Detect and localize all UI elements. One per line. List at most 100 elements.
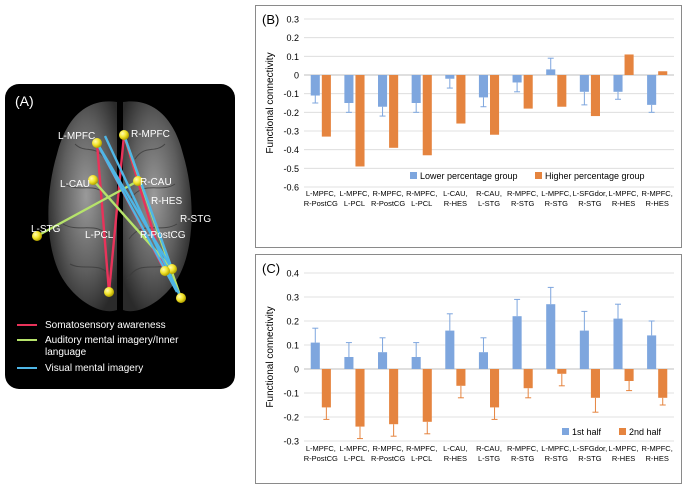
x-tick-label: R-STG	[545, 454, 568, 463]
bar-series2	[557, 75, 567, 107]
network-legend: Somatosensory awareness Auditory mental …	[17, 320, 179, 374]
bar-series2	[658, 369, 668, 398]
x-tick-label: L-MPFC,	[306, 189, 336, 198]
node-label-r-cau: R-CAU	[140, 177, 172, 188]
bar-series2	[590, 369, 600, 398]
node-l-cau	[88, 175, 98, 185]
x-tick-label: L-MPFC,	[541, 444, 571, 453]
legend-label: Lower percentage group	[420, 171, 518, 181]
x-tick-label: L-SFGdor,	[573, 444, 608, 453]
x-tick-label: L-PCL	[344, 454, 365, 463]
bar-series2	[389, 75, 399, 148]
x-tick-label: L-MPFC,	[609, 189, 639, 198]
x-tick-label: R-PostCG	[371, 199, 405, 208]
chart-b: (B) 0.3 0.2 0.1 0 -0.1 -0.2 -0.3 -0.4 -0.5 -0.6 Fun…	[255, 5, 682, 248]
bar-series2	[557, 369, 567, 374]
node-r-mpfc	[119, 130, 129, 140]
bar-series1	[344, 357, 354, 369]
x-tick-label: L-MPFC,	[339, 444, 369, 453]
x-tick-label: R-HES	[646, 454, 669, 463]
x-tick-label: L-MPFC,	[339, 189, 369, 198]
x-tick-label: L-STG	[478, 454, 500, 463]
edge-rmpfc-rhes	[122, 134, 174, 270]
y-tick-label: 0.1	[286, 341, 299, 351]
edge-rmpfc-lpcl	[107, 134, 126, 293]
bar-series1	[411, 357, 421, 369]
node-label-r-mpfc: R-MPFC	[131, 129, 170, 140]
legend-label: 1st half	[572, 427, 602, 437]
bar-series1	[613, 318, 623, 369]
panel-C-label: (C)	[262, 261, 280, 276]
bar-series1	[445, 75, 455, 79]
legend-label: 2nd half	[629, 427, 662, 437]
legend-label-auditory: Auditory mental imagery/Inner	[45, 335, 179, 346]
node-r-cau	[133, 176, 143, 186]
x-tick-label: L-MPFC,	[609, 444, 639, 453]
node-label-l-mpfc: L-MPFC	[58, 131, 95, 142]
bar-series2	[321, 369, 331, 408]
bar-series1	[546, 69, 556, 75]
y-tick-label: -0.3	[283, 127, 299, 137]
panel-B-label: (B)	[262, 12, 279, 27]
bar-series2	[389, 369, 399, 425]
y-tick-label: 0.3	[286, 15, 299, 25]
x-tick-label: R-HES	[444, 454, 467, 463]
chart-b-svg: (B) 0.3 0.2 0.1 0 -0.1 -0.2 -0.3 -0.4 -0.5 -0.6 Fun…	[262, 12, 674, 208]
y-axis-title: Functional connectivity	[265, 306, 276, 407]
bar-series2	[624, 369, 634, 381]
panel-a-label: (A)	[15, 93, 34, 109]
x-tick-label: R-CAU,	[476, 189, 502, 198]
x-tick-label: L-STG	[478, 199, 500, 208]
bar-series1	[378, 75, 388, 107]
bar-series1	[512, 75, 522, 83]
x-tick-label: R-STG	[578, 199, 601, 208]
x-tick-label: R-MPFC,	[507, 189, 538, 198]
y-tick-label: 0.3	[286, 293, 299, 303]
y-tick-label: 0.2	[286, 317, 299, 327]
bar-series1	[546, 304, 556, 369]
node-r-postcg	[160, 266, 170, 276]
edge-lmpfc-rhes	[95, 142, 174, 270]
x-tick-label: R-PostCG	[371, 454, 405, 463]
x-tick-label: R-HES	[646, 199, 669, 208]
x-tick-label: R-STG	[511, 454, 534, 463]
y-tick-label: 0.2	[286, 33, 299, 43]
brain-connectivity-panel: (A)	[5, 84, 235, 389]
brain-diagram: (A)	[15, 93, 211, 374]
x-tick-label: R-MPFC,	[372, 444, 403, 453]
legend-swatch	[619, 428, 626, 435]
bar-series2	[523, 369, 533, 389]
x-tick-label: R-MPFC,	[642, 189, 673, 198]
legend-label-auditory-line2: language	[45, 347, 87, 358]
x-tick-label: R-HES	[612, 199, 635, 208]
bar-series1	[344, 75, 354, 103]
bar-series2	[355, 75, 365, 167]
bar-series2	[456, 369, 466, 386]
y-tick-label: -0.2	[283, 413, 299, 423]
node-label-r-hes: R-HES	[151, 196, 182, 207]
node-label-l-stg: L-STG	[31, 224, 61, 235]
y-tick-label: -0.1	[283, 89, 299, 99]
x-tick-label: L-CAU,	[443, 189, 468, 198]
y-axis-title: Functional connectivity	[265, 52, 276, 153]
x-tick-label: R-HES	[612, 454, 635, 463]
bar-series1	[579, 330, 589, 369]
x-tick-label: L-PCL	[411, 454, 432, 463]
x-tick-label: R-MPFC,	[406, 189, 437, 198]
bar-series2	[523, 75, 533, 109]
x-tick-label: R-CAU,	[476, 444, 502, 453]
x-tick-label: L-CAU,	[443, 444, 468, 453]
bar-series1	[378, 352, 388, 369]
node-label-l-pcl: L-PCL	[85, 230, 114, 241]
x-tick-label: R-STG	[545, 199, 568, 208]
y-tick-label: -0.6	[283, 183, 299, 193]
legend-swatch	[410, 172, 417, 179]
x-tick-label: L-SFGdor,	[573, 189, 608, 198]
legend-label-visual: Visual mental imagery	[45, 363, 143, 374]
bar-series1	[478, 75, 488, 98]
y-tick-label: -0.2	[283, 108, 299, 118]
legend-swatch	[535, 172, 542, 179]
x-tick-label: R-MPFC,	[642, 444, 673, 453]
edge-lmpfc-lpcl	[95, 142, 111, 293]
bar-series2	[355, 369, 365, 427]
